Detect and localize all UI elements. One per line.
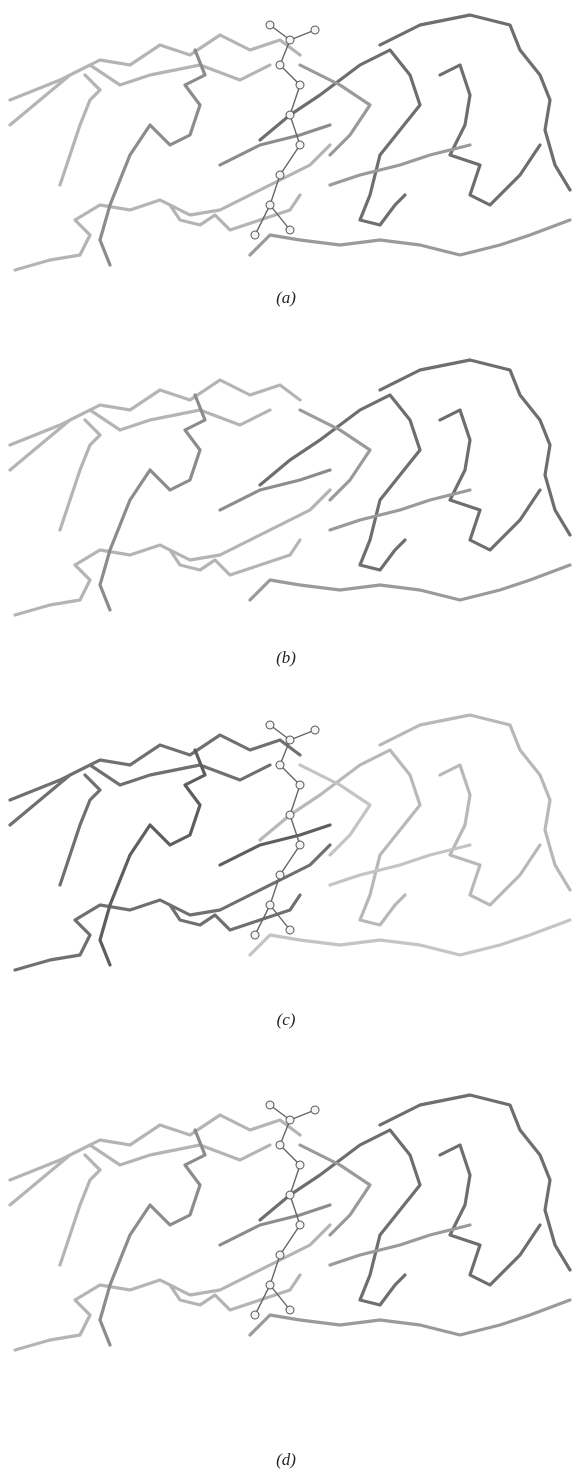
panel-d-structure: [10, 1095, 570, 1350]
panel-label: (c): [277, 1010, 296, 1029]
page: (a) (b) (c) (d) (() => { const data = JS…: [0, 0, 572, 1479]
figure: (a) (b) (c) (d): [0, 0, 572, 1479]
panel-b-structure: [10, 360, 570, 615]
panel-c-structure: [10, 715, 570, 970]
panel-label: (d): [276, 1450, 296, 1469]
panel-a-structure: [10, 15, 570, 270]
panel-label: (b): [276, 648, 296, 667]
panel-label: (a): [276, 288, 296, 307]
